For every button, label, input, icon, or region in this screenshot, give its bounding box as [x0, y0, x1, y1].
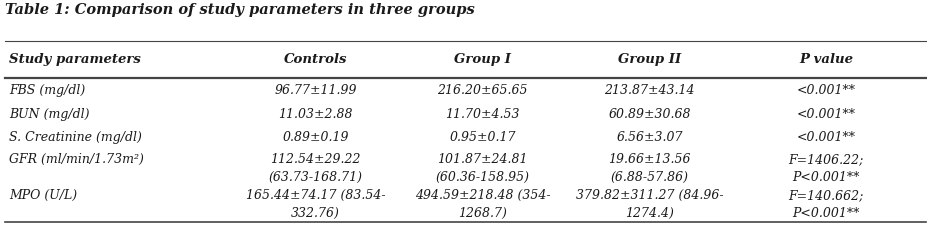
- Text: FBS (mg/dl): FBS (mg/dl): [9, 84, 85, 97]
- Text: 0.89±0.19: 0.89±0.19: [282, 131, 349, 144]
- Text: 1274.4): 1274.4): [625, 207, 673, 220]
- Text: (60.36-158.95): (60.36-158.95): [435, 171, 529, 184]
- Text: GFR (ml/min/1.73m²): GFR (ml/min/1.73m²): [9, 153, 144, 166]
- Text: 11.03±2.88: 11.03±2.88: [278, 108, 352, 121]
- Text: Controls: Controls: [284, 53, 347, 66]
- Text: (6.88-57.86): (6.88-57.86): [610, 171, 688, 184]
- Text: (63.73-168.71): (63.73-168.71): [268, 171, 362, 184]
- Text: 96.77±11.99: 96.77±11.99: [274, 84, 356, 97]
- Text: 494.59±218.48 (354-: 494.59±218.48 (354-: [414, 189, 550, 202]
- Text: Table 1: Comparison of study parameters in three groups: Table 1: Comparison of study parameters …: [5, 3, 474, 17]
- Text: <0.001**: <0.001**: [795, 131, 855, 144]
- Text: Group I: Group I: [453, 53, 511, 66]
- Text: 19.66±13.56: 19.66±13.56: [608, 153, 690, 166]
- Text: MPO (U/L): MPO (U/L): [9, 189, 77, 202]
- Text: F=140.662;: F=140.662;: [787, 189, 863, 202]
- Text: 165.44±74.17 (83.54-: 165.44±74.17 (83.54-: [246, 189, 385, 202]
- Text: 11.70±4.53: 11.70±4.53: [445, 108, 519, 121]
- Text: 379.82±311.27 (84.96-: 379.82±311.27 (84.96-: [575, 189, 723, 202]
- Text: 216.20±65.65: 216.20±65.65: [437, 84, 527, 97]
- Text: P<0.001**: P<0.001**: [792, 171, 858, 184]
- Text: 0.95±0.17: 0.95±0.17: [449, 131, 515, 144]
- Text: S. Creatinine (mg/dl): S. Creatinine (mg/dl): [9, 131, 142, 144]
- Text: Group II: Group II: [617, 53, 680, 66]
- Text: 332.76): 332.76): [291, 207, 339, 220]
- Text: P<0.001**: P<0.001**: [792, 207, 858, 220]
- Text: 101.87±24.81: 101.87±24.81: [437, 153, 527, 166]
- Text: 1268.7): 1268.7): [458, 207, 506, 220]
- Text: Study parameters: Study parameters: [9, 53, 141, 66]
- Text: F=1406.22;: F=1406.22;: [787, 153, 863, 166]
- Text: <0.001**: <0.001**: [795, 84, 855, 97]
- Text: P value: P value: [798, 53, 852, 66]
- Text: 213.87±43.14: 213.87±43.14: [603, 84, 694, 97]
- Text: <0.001**: <0.001**: [795, 108, 855, 121]
- Text: 112.54±29.22: 112.54±29.22: [270, 153, 361, 166]
- Text: 60.89±30.68: 60.89±30.68: [608, 108, 690, 121]
- Text: 6.56±3.07: 6.56±3.07: [616, 131, 682, 144]
- Text: BUN (mg/dl): BUN (mg/dl): [9, 108, 90, 121]
